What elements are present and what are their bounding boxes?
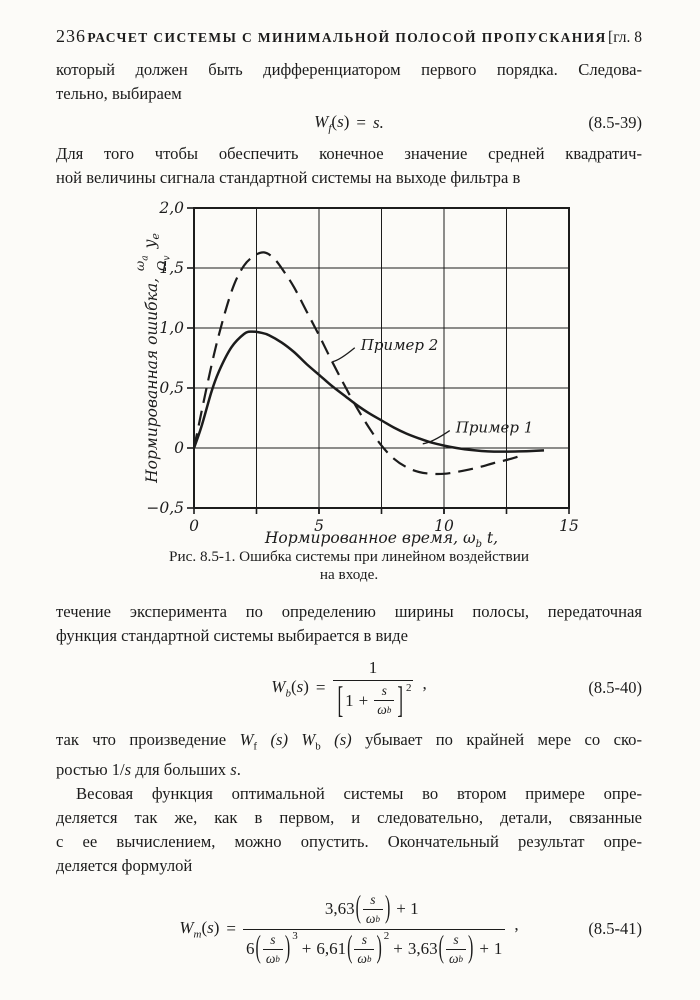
text-line: Весовая функция оптимальной системы во в… <box>76 784 642 804</box>
svg-text:2,0: 2,0 <box>158 199 184 217</box>
equation-number: (8.5-41) <box>588 919 642 939</box>
text-line: ростью 1/s для больших s. <box>56 760 241 780</box>
text-line: деляется так же, как в первом, и следова… <box>56 808 642 828</box>
text-line: тельно, выбираем <box>56 84 182 103</box>
text-line: деляется формулой <box>56 856 193 876</box>
x-axis-label: Нормированное время, ωb t, <box>264 529 498 548</box>
chapter-reference: [гл. 8 <box>608 29 642 46</box>
y-axis-label: Нормированная ошибка, ωа Ωv yе <box>132 233 172 483</box>
svg-text:10: 10 <box>434 517 454 535</box>
paragraph-3: течение эксперимента по определению шири… <box>56 600 642 648</box>
eq40-equals: = <box>315 678 326 697</box>
text-line: который должен быть дифференциатором пер… <box>56 60 642 79</box>
svg-text:0: 0 <box>174 439 184 457</box>
error-response-chart: 2,0 1,5 1,0 0,5 0 −0,5 0 5 10 15 Пример 2 Пример 1 Н… <box>146 199 579 550</box>
eq40-lhs: Wb(s) <box>271 676 309 700</box>
svg-text:−0,5: −0,5 <box>146 499 184 517</box>
equation-number: (8.5-39) <box>588 113 642 132</box>
page-header: 236 РАСЧЕТ СИСТЕМЫ С МИНИМАЛЬНОЙ ПОЛОСОЙ… <box>56 26 642 48</box>
caption-line: Рис. 8.5-1. Ошибка системы при линейном … <box>169 548 529 565</box>
svg-text:0: 0 <box>189 517 199 535</box>
paragraph-5: Весовая функция оптимальной системы во в… <box>56 782 642 878</box>
svg-text:0,5: 0,5 <box>159 379 184 397</box>
eq39-rhs: s. <box>372 112 384 132</box>
text-line: с ее вычислением, можно опустить. Оконча… <box>56 832 642 852</box>
curve-1 <box>192 330 545 453</box>
figure-caption: Рис. 8.5-1. Ошибка системы при линейном … <box>56 548 642 584</box>
equation-number: (8.5-40) <box>588 678 642 697</box>
svg-text:5: 5 <box>314 517 324 535</box>
paragraph-1: который должен быть дифференциатором пер… <box>56 58 642 106</box>
text-line: функция стандартной системы выбирается в… <box>56 626 408 645</box>
curve-label: Пример 2 <box>360 336 439 354</box>
eq41-equals: = <box>226 919 237 939</box>
curve-label: Пример 1 <box>455 419 534 437</box>
paragraph-4: так что произведение Wf (s) Wb (s) убыва… <box>56 728 642 782</box>
caption-line: на входе. <box>319 566 379 583</box>
figure-8-5-1: Нормированная ошибка, ωа Ωv yе 2,0 1,5 1,0… <box>56 196 642 584</box>
eq41-lhs: Wm(s) <box>179 918 220 941</box>
curve-2 <box>192 251 520 476</box>
text-line: так что произведение Wf (s) Wb (s) убыва… <box>56 730 642 753</box>
equation-8-5-39: Wf(s) = s. (8.5-39) <box>56 108 642 138</box>
text-line: ной величины сигнала стандартной системы… <box>56 168 521 187</box>
page-number: 236 <box>56 26 86 46</box>
paragraph-2: Для того чтобы обеспечить конечное значе… <box>56 142 642 190</box>
text-line: течение эксперимента по определению шири… <box>56 602 642 621</box>
svg-text:1,0: 1,0 <box>159 319 184 337</box>
y-axis-fraction: ωа Ωv <box>132 255 172 271</box>
eq39-lhs: Wf(s) <box>314 111 350 135</box>
eq39-equals: = <box>356 112 366 132</box>
svg-text:15: 15 <box>559 517 579 535</box>
svg-text:1,5: 1,5 <box>159 259 184 277</box>
running-title: РАСЧЕТ СИСТЕМЫ С МИНИМАЛЬНОЙ ПОЛОСОЙ ПРО… <box>87 30 607 45</box>
text-line: Для того чтобы обеспечить конечное значе… <box>56 144 642 163</box>
chart-area: Нормированная ошибка, ωа Ωv yе 2,0 1,5 1,0… <box>132 196 612 550</box>
